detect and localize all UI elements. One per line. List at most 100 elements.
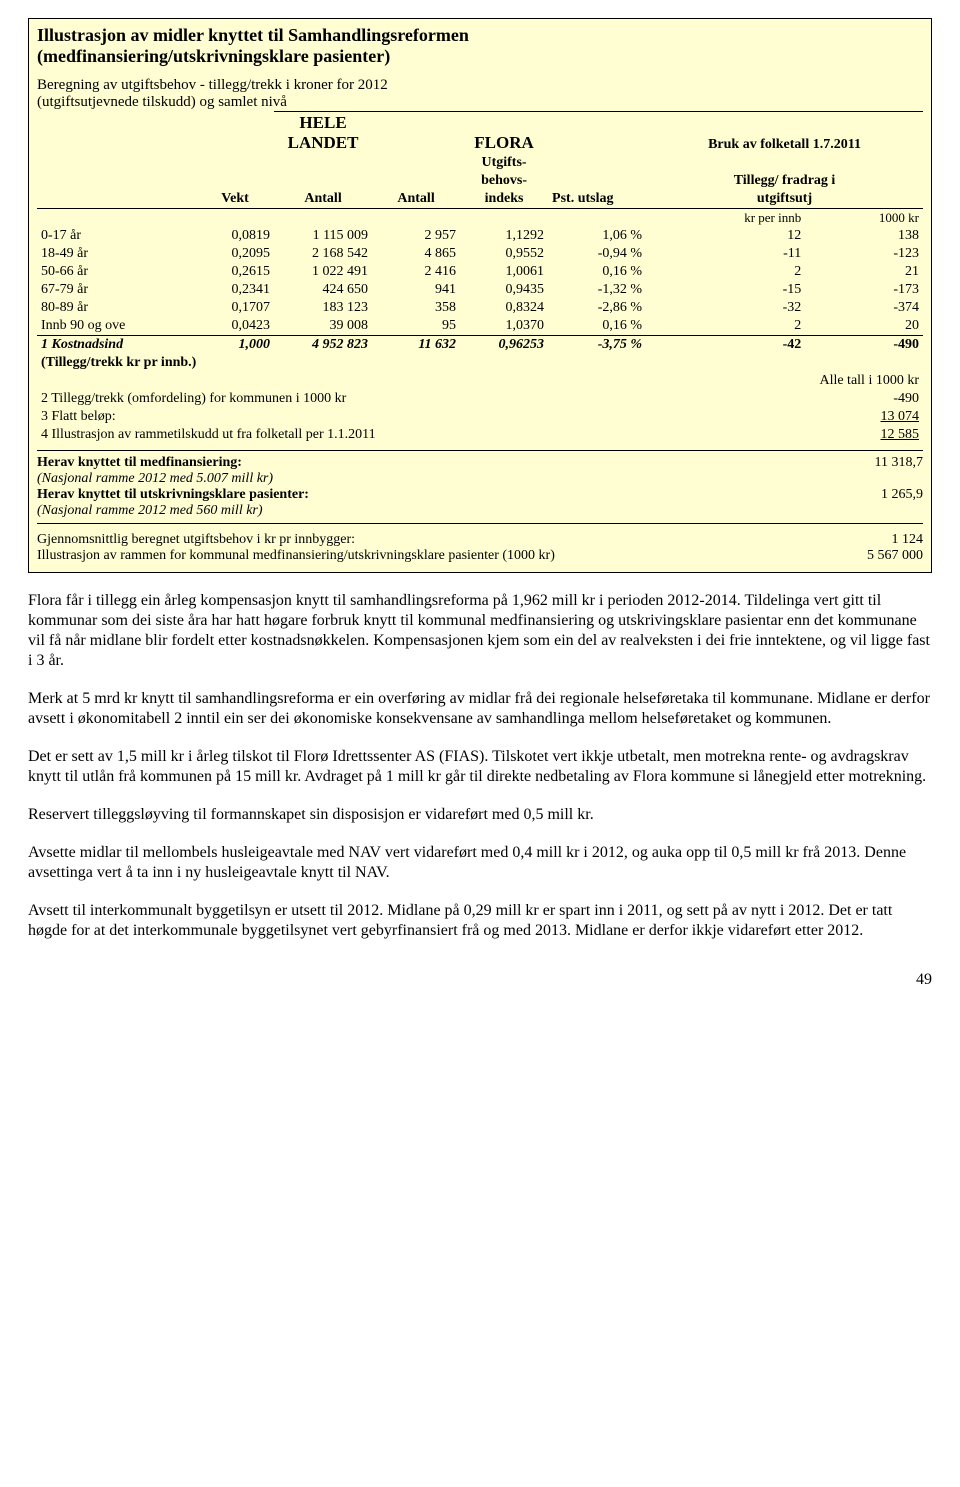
sum-1000: -490 [805, 336, 923, 355]
row-antall-1: 424 650 [274, 281, 372, 299]
sum-idx: 0,96253 [460, 336, 548, 355]
hdr-hele-landet: HELE LANDET [274, 112, 372, 155]
calc-line-1: Beregning av utgiftsbehov - tillegg/trek… [37, 77, 923, 94]
bottom-value: 5 567 000 [867, 548, 923, 564]
row-kr: -11 [646, 245, 805, 263]
alle-tall-note: Alle tall i 1000 kr [646, 372, 923, 390]
hdr-till1: Tillegg/ fradrag i [646, 172, 923, 190]
note-label: 3 Flatt beløp: [37, 408, 646, 426]
row-pst: 1,06 % [548, 227, 646, 245]
row-antall-1: 2 168 542 [274, 245, 372, 263]
box-subtitle: (medfinansiering/utskrivningsklare pasie… [37, 46, 923, 67]
note-value: 12 585 [646, 426, 923, 444]
row-pst: 0,16 % [548, 317, 646, 336]
row-antall-2: 95 [372, 317, 460, 336]
sum-pst: -3,75 % [548, 336, 646, 355]
hdr-flora: FLORA [460, 112, 548, 155]
row-vekt: 0,0423 [196, 317, 274, 336]
calc-line-2: (utgiftsutjevnede tilskudd) og samlet ni… [37, 94, 923, 111]
row-1000: -123 [805, 245, 923, 263]
row-kr: 2 [646, 263, 805, 281]
row-idx: 1,1292 [460, 227, 548, 245]
sum-label: 1 Kostnadsind [37, 336, 196, 355]
row-kr: 12 [646, 227, 805, 245]
row-kr: -15 [646, 281, 805, 299]
row-vekt: 0,1707 [196, 299, 274, 317]
row-pst: -0,94 % [548, 245, 646, 263]
hdr-till2: utgiftsutj [646, 190, 923, 209]
summary-label: (Nasjonal ramme 2012 med 5.007 mill kr) [37, 471, 273, 487]
note-label: 4 Illustrasjon av rammetilskudd ut fra f… [37, 426, 646, 444]
row-label: Innb 90 og ove [37, 317, 196, 336]
bottom-label: Illustrasjon av rammen for kommunal medf… [37, 548, 555, 564]
tillegg-note: (Tillegg/trekk kr pr innb.) [37, 354, 372, 372]
hdr-vekt: Vekt [196, 190, 274, 209]
row-idx: 1,0370 [460, 317, 548, 336]
note-value: -490 [646, 390, 923, 408]
row-idx: 0,9435 [460, 281, 548, 299]
row-antall-1: 1 115 009 [274, 227, 372, 245]
hdr-utg1: Utgifts- [460, 154, 548, 172]
row-vekt: 0,2615 [196, 263, 274, 281]
row-pst: 0,16 % [548, 263, 646, 281]
hdr-utg2: behovs- [460, 172, 548, 190]
hdr-bruk: Bruk av folketall 1.7.2011 [646, 112, 923, 155]
summary-label: (Nasjonal ramme 2012 med 560 mill kr) [37, 503, 263, 519]
sum-vekt: 1,000 [196, 336, 274, 355]
row-vekt: 0,0819 [196, 227, 274, 245]
row-vekt: 0,2341 [196, 281, 274, 299]
bottom-label: Gjennomsnittlig beregnet utgiftsbehov i … [37, 532, 355, 548]
row-vekt: 0,2095 [196, 245, 274, 263]
row-1000: -173 [805, 281, 923, 299]
row-antall-2: 2 416 [372, 263, 460, 281]
row-antall-1: 183 123 [274, 299, 372, 317]
page-number: 49 [28, 971, 932, 989]
body-paragraph: Reservert tilleggsløyving til formannska… [28, 805, 932, 825]
row-1000: 21 [805, 263, 923, 281]
summary-block: Herav knyttet til medfinansiering: 11 318… [37, 450, 923, 524]
row-label: 50-66 år [37, 263, 196, 281]
hdr-kr-innb: kr per innb [646, 209, 805, 228]
row-label: 80-89 år [37, 299, 196, 317]
row-label: 67-79 år [37, 281, 196, 299]
hdr-pst: Pst. utslag [548, 190, 646, 209]
row-label: 0-17 år [37, 227, 196, 245]
row-antall-2: 358 [372, 299, 460, 317]
sum-a1: 4 952 823 [274, 336, 372, 355]
row-1000: -374 [805, 299, 923, 317]
row-antall-2: 2 957 [372, 227, 460, 245]
summary-value: 11 318,7 [875, 455, 923, 471]
body-paragraph: Avsett til interkommunalt byggetilsyn er… [28, 901, 932, 941]
box-title: Illustrasjon av midler knyttet til Samha… [37, 25, 923, 46]
row-idx: 0,8324 [460, 299, 548, 317]
row-label: 18-49 år [37, 245, 196, 263]
bottom-value: 1 124 [892, 532, 924, 548]
row-1000: 138 [805, 227, 923, 245]
row-antall-2: 4 865 [372, 245, 460, 263]
row-kr: 2 [646, 317, 805, 336]
sum-a2: 11 632 [372, 336, 460, 355]
bottom-lines: Gjennomsnittlig beregnet utgiftsbehov i … [37, 532, 923, 564]
summary-value: 1 265,9 [881, 487, 923, 503]
hdr-1000kr: 1000 kr [805, 209, 923, 228]
row-kr: -32 [646, 299, 805, 317]
row-idx: 0,9552 [460, 245, 548, 263]
body-paragraph: Flora får i tillegg ein årleg kompensasj… [28, 591, 932, 671]
data-table: HELE LANDET FLORA Bruk av folketall 1.7.… [37, 111, 923, 444]
hdr-antall-1: Antall [274, 190, 372, 209]
row-1000: 20 [805, 317, 923, 336]
row-antall-2: 941 [372, 281, 460, 299]
row-pst: -1,32 % [548, 281, 646, 299]
row-pst: -2,86 % [548, 299, 646, 317]
body-paragraph: Merk at 5 mrd kr knytt til samhandlingsr… [28, 689, 932, 729]
row-antall-1: 39 008 [274, 317, 372, 336]
summary-label: Herav knyttet til medfinansiering: [37, 455, 242, 471]
summary-label: Herav knyttet til utskrivningsklare pasi… [37, 487, 309, 503]
body-paragraph: Avsette midlar til mellombels husleigeav… [28, 843, 932, 883]
sum-kr: -42 [646, 336, 805, 355]
row-antall-1: 1 022 491 [274, 263, 372, 281]
calculation-box: Illustrasjon av midler knyttet til Samha… [28, 18, 932, 573]
body-paragraph: Det er sett av 1,5 mill kr i årleg tilsk… [28, 747, 932, 787]
note-value: 13 074 [646, 408, 923, 426]
hdr-utg3: indeks [460, 190, 548, 209]
